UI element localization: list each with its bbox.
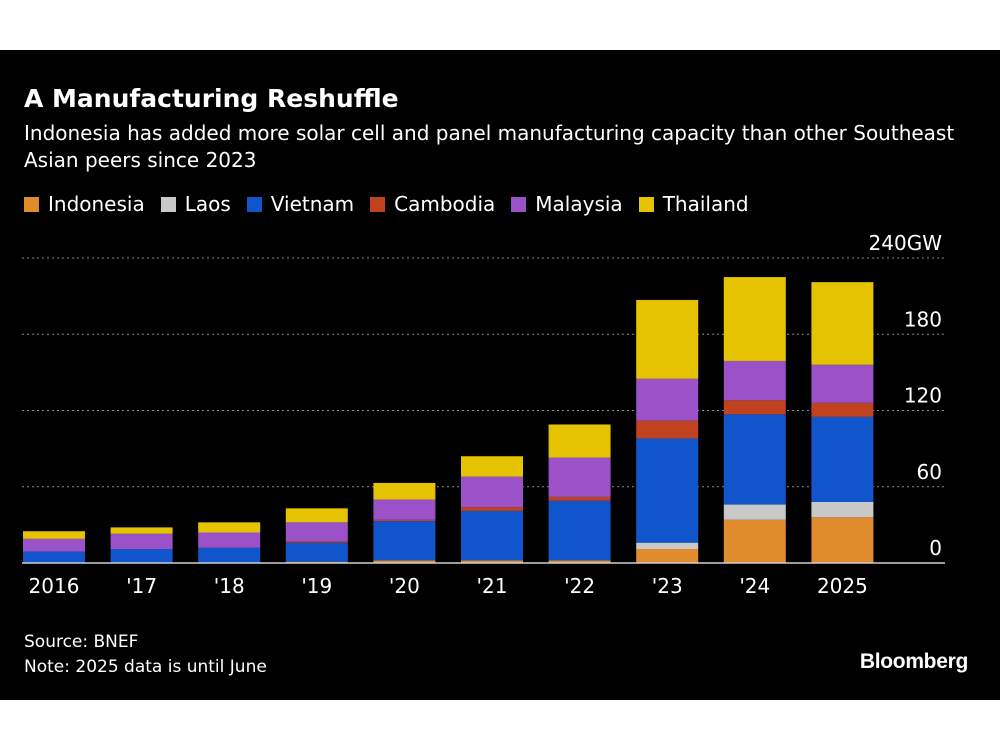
- legend-item-malaysia: Malaysia: [511, 192, 623, 216]
- bar-segment-vietnam: [285, 542, 348, 562]
- legend-swatch: [24, 196, 39, 212]
- legend: Indonesia Laos Vietnam Cambodia Malaysia…: [24, 192, 765, 216]
- bar-segment-vietnam: [548, 500, 611, 561]
- bar-segment-malaysia: [636, 378, 699, 421]
- legend-swatch: [370, 196, 386, 212]
- bar-segment-laos: [723, 504, 786, 520]
- bar-segment-thailand: [23, 531, 85, 539]
- bar-segment-malaysia: [548, 457, 611, 497]
- y-tick-label: 60: [917, 460, 942, 484]
- bar-segment-malaysia: [723, 360, 786, 401]
- bar-segment-thailand: [723, 277, 786, 361]
- source-note: Source: BNEF: [24, 632, 139, 652]
- bar-segment-malaysia: [373, 499, 436, 520]
- bar-segment-thailand: [373, 482, 436, 500]
- bar-segment-indonesia: [636, 549, 699, 563]
- bar-segment-indonesia: [373, 560, 436, 563]
- legend-item-thailand: Thailand: [638, 192, 749, 216]
- bar-segment-vietnam: [723, 414, 786, 505]
- bar-segment-indonesia: [811, 517, 874, 563]
- chart-card: A Manufacturing Reshuffle Indonesia has …: [0, 50, 1000, 700]
- bar-segment-malaysia: [23, 538, 85, 552]
- legend-label: Vietnam: [270, 192, 355, 216]
- bloomberg-logo: Bloomberg: [859, 650, 968, 673]
- y-tick-label: 180: [904, 307, 942, 331]
- bar-segment-thailand: [548, 424, 611, 458]
- y-tick-label: 120: [904, 384, 942, 408]
- legend-swatch: [638, 196, 654, 212]
- bar-segment-cambodia: [373, 519, 436, 522]
- legend-label: Malaysia: [535, 192, 623, 216]
- bar-segment-malaysia: [110, 533, 173, 550]
- legend-item-laos: Laos: [160, 192, 231, 216]
- bar-segment-laos: [811, 502, 874, 518]
- bar-segment-cambodia: [461, 507, 523, 511]
- data-note: Note: 2025 data is until June: [24, 657, 267, 677]
- bar-segment-vietnam: [461, 510, 523, 561]
- bar-segment-thailand: [461, 456, 523, 477]
- legend-label: Thailand: [662, 192, 749, 216]
- x-tick-label: '19: [301, 574, 332, 598]
- bar-segment-vietnam: [373, 521, 436, 561]
- x-tick-label: '18: [214, 574, 245, 598]
- bar-segment-cambodia: [636, 420, 699, 439]
- chart-subtitle: Indonesia has added more solar cell and …: [24, 121, 955, 172]
- legend-swatch: [511, 196, 527, 212]
- stacked-bar-chart: 240GW 180 120 60 0 2016 '17 '18 '19 '20 '21 '22 '23 '…: [22, 231, 945, 598]
- bar-segment-vietnam: [198, 547, 261, 563]
- bar-segment-laos: [636, 542, 699, 550]
- bar-segment-thailand: [285, 508, 348, 523]
- bar-segment-cambodia: [285, 541, 348, 543]
- bar-segment-malaysia: [461, 476, 523, 508]
- x-tick-label: '17: [126, 574, 157, 598]
- bar-segment-indonesia: [461, 560, 523, 563]
- bar-segment-thailand: [811, 282, 874, 365]
- bar-segment-indonesia: [548, 560, 611, 563]
- bar-segment-thailand: [110, 527, 173, 534]
- bar-segment-vietnam: [23, 551, 85, 563]
- x-tick-label: '22: [564, 574, 595, 598]
- bar-segment-malaysia: [198, 532, 261, 548]
- bar-segment-thailand: [636, 299, 699, 379]
- bar-segment-malaysia: [285, 522, 348, 542]
- x-tick-label: '23: [652, 574, 683, 598]
- footer: Source: BNEF Note: 2025 data is until Ju…: [24, 630, 267, 680]
- bar-segment-cambodia: [548, 496, 611, 501]
- legend-label: Cambodia: [394, 192, 496, 216]
- legend-label: Laos: [184, 192, 231, 216]
- bar-segment-cambodia: [723, 400, 786, 415]
- legend-item-cambodia: Cambodia: [370, 192, 495, 216]
- bar-segment-vietnam: [636, 438, 699, 543]
- x-tick-label: '20: [389, 574, 420, 598]
- bar-segment-cambodia: [811, 402, 874, 417]
- x-tick-label: 2016: [29, 574, 80, 598]
- legend-item-vietnam: Vietnam: [246, 192, 355, 216]
- bar-segment-malaysia: [811, 364, 874, 403]
- bar-segment-vietnam: [110, 549, 173, 563]
- x-tick-label: 2025: [817, 574, 868, 598]
- legend-label: Indonesia: [48, 192, 145, 216]
- y-tick-label: 0: [929, 536, 942, 560]
- legend-swatch: [160, 196, 176, 212]
- x-tick-label: '24: [739, 574, 770, 598]
- bar-segment-indonesia: [723, 519, 786, 563]
- bar-segment-vietnam: [811, 416, 874, 502]
- chart-title: A Manufacturing Reshuffle: [24, 84, 399, 113]
- y-tick-label: 240GW: [869, 231, 943, 255]
- legend-item-indonesia: Indonesia: [24, 192, 145, 216]
- x-tick-label: '21: [477, 574, 508, 598]
- bar-segment-thailand: [198, 522, 261, 533]
- legend-swatch: [246, 196, 262, 212]
